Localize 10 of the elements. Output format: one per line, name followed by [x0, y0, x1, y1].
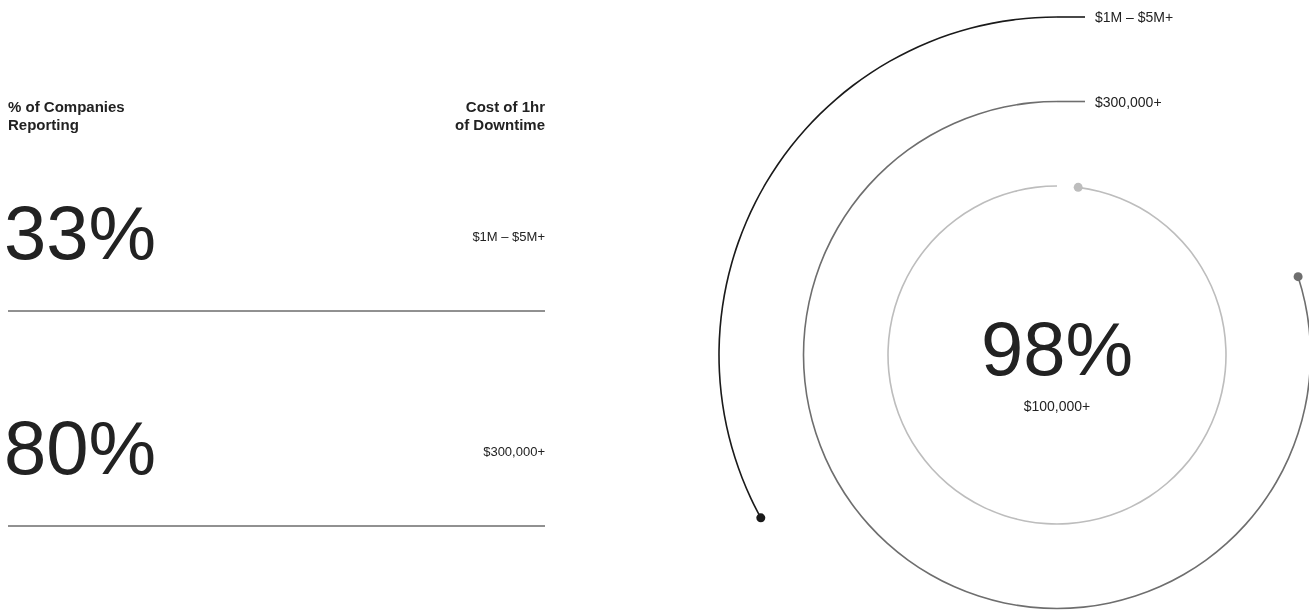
data-label: 33%: [4, 190, 157, 275]
category-label: $100,000+: [1023, 398, 1091, 414]
data-label: 98%: [980, 306, 1134, 391]
data-label: 80%: [4, 405, 157, 490]
text: Cost of 1hr of Downtime: [455, 98, 546, 133]
category-label: $300,000+: [1095, 93, 1162, 110]
category-label: $1M – $5M+: [1095, 9, 1174, 25]
text: % of Companies Reporting: [8, 98, 125, 133]
category-label: $1M – $5M+: [472, 229, 545, 244]
category-label: $300,000+: [483, 444, 545, 459]
